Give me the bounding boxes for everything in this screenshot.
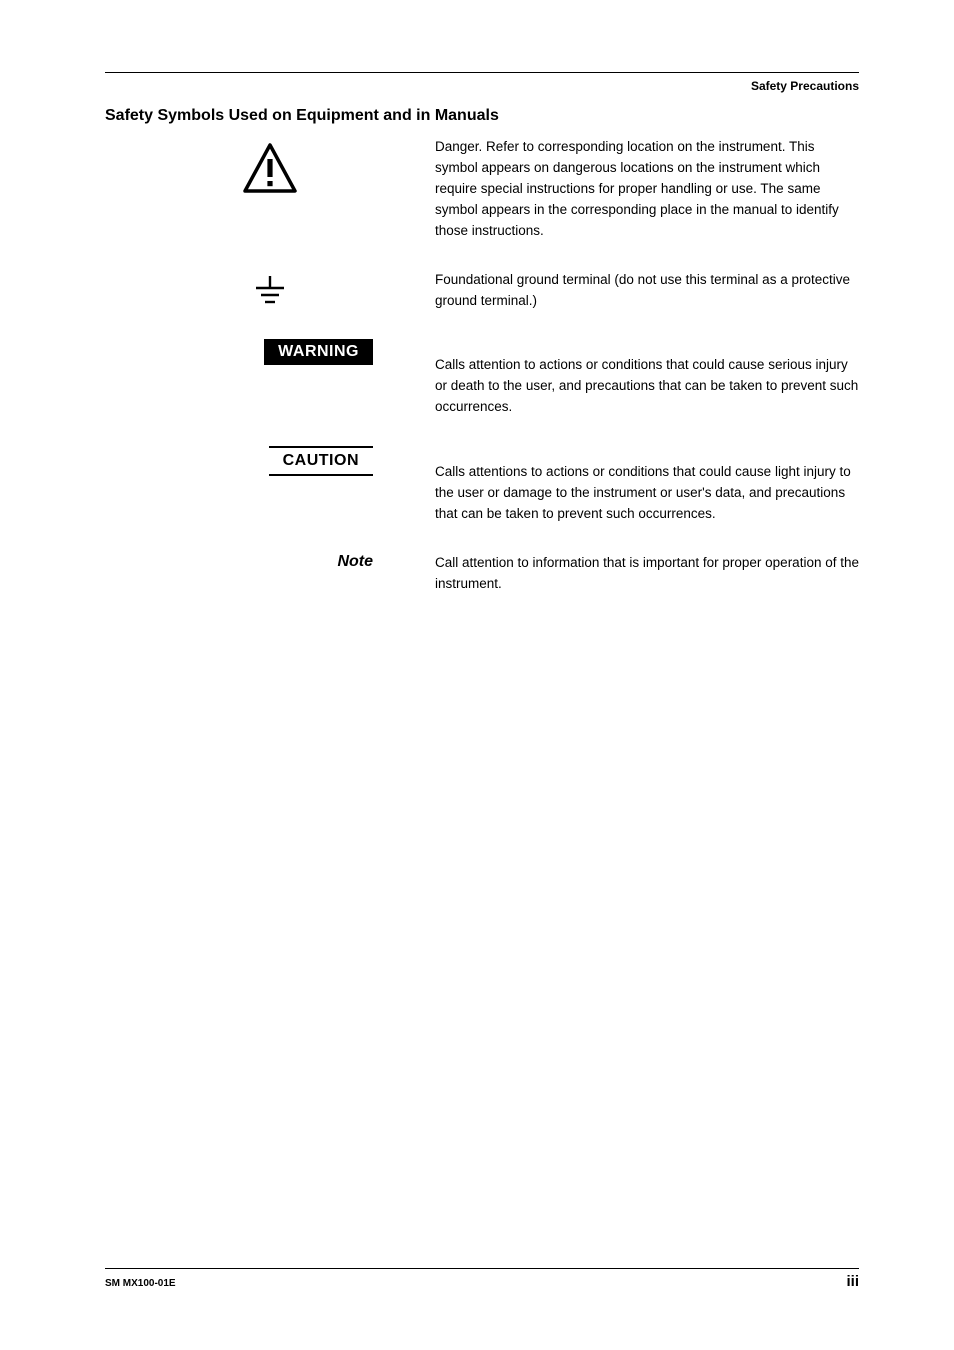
warning-description: Calls attention to actions or conditions… — [435, 339, 859, 418]
row-danger: Danger. Refer to corresponding location … — [105, 137, 859, 242]
row-note: Note Call attention to information that … — [105, 553, 859, 595]
note-description: Call attention to information that is im… — [435, 553, 859, 595]
caution-label-col: CAUTION — [105, 446, 435, 525]
footer-page-number: iii — [846, 1273, 859, 1290]
ground-description: Foundational ground terminal (do not use… — [435, 270, 859, 312]
warning-label-col: WARNING — [105, 339, 435, 418]
symbol-ground-col — [105, 270, 435, 312]
row-ground: Foundational ground terminal (do not use… — [105, 270, 859, 312]
header-rule — [105, 72, 859, 73]
symbol-danger-col — [105, 137, 435, 242]
ground-terminal-icon — [250, 274, 290, 310]
note-label-col: Note — [105, 553, 435, 595]
danger-description: Danger. Refer to corresponding location … — [435, 137, 859, 242]
footer-doc-id: SM MX100-01E — [105, 1278, 176, 1289]
row-caution: CAUTION Calls attentions to actions or c… — [105, 446, 859, 525]
running-head: Safety Precautions — [105, 79, 859, 93]
footer: SM MX100-01E iii — [105, 1268, 859, 1290]
warning-label: WARNING — [264, 339, 373, 365]
danger-triangle-icon — [240, 141, 300, 195]
section-title: Safety Symbols Used on Equipment and in … — [105, 107, 859, 125]
caution-label: CAUTION — [269, 446, 373, 476]
footer-rule — [105, 1268, 859, 1269]
caution-description: Calls attentions to actions or condition… — [435, 446, 859, 525]
row-warning: WARNING Calls attention to actions or co… — [105, 339, 859, 418]
note-label: Note — [337, 553, 373, 571]
